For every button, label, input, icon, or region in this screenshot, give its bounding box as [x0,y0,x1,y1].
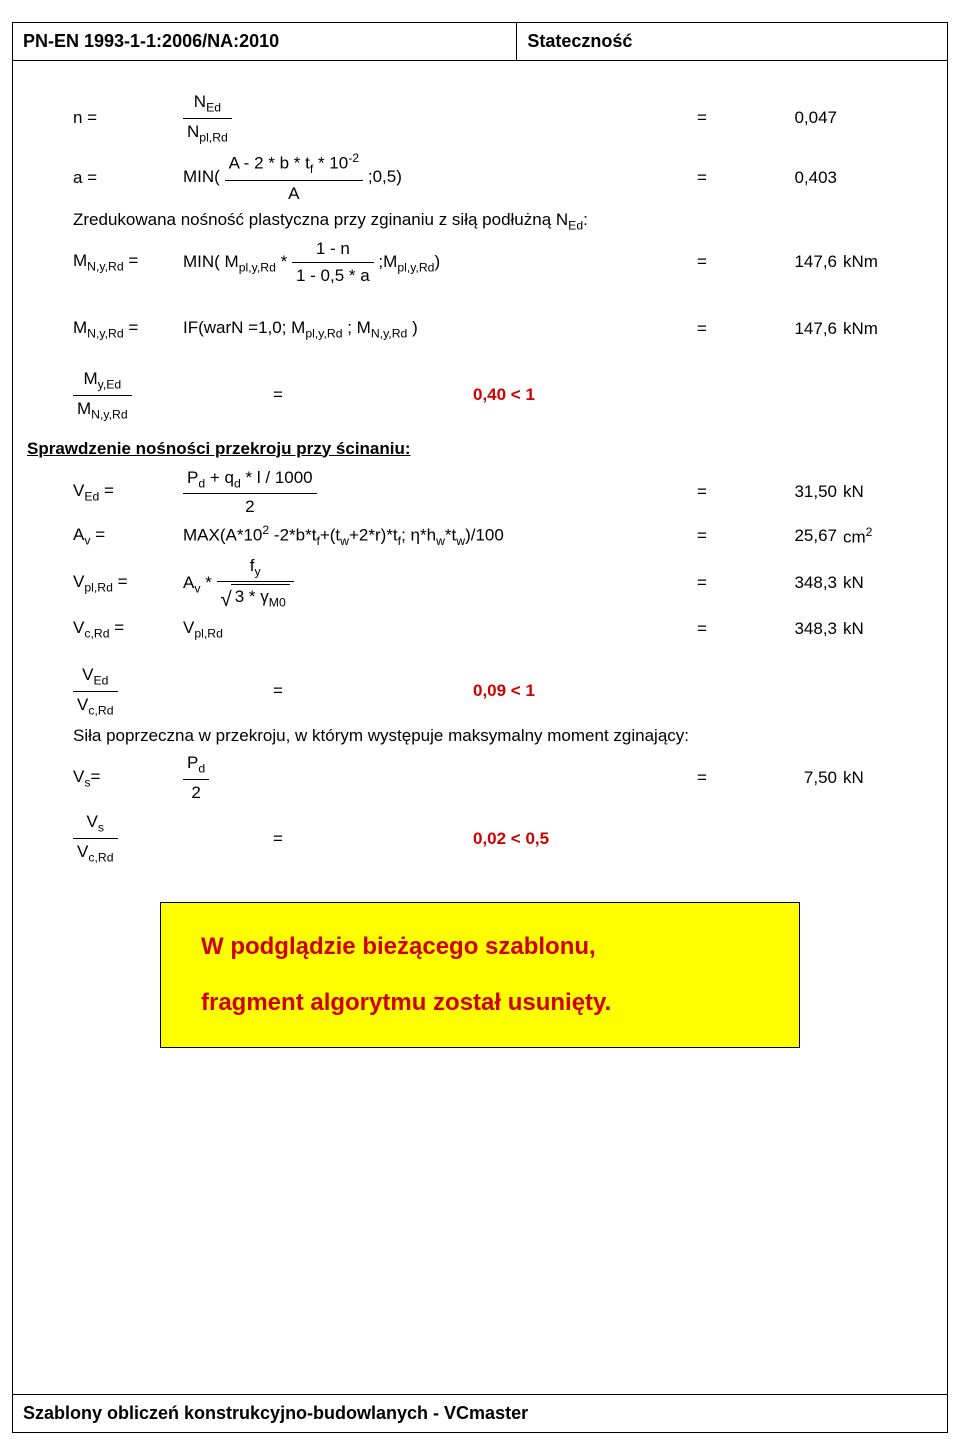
notice-box: W podglądzie bieżącego szablonu, fragmen… [160,902,800,1048]
av-unit: cm2 [837,525,887,548]
content-area: n = NEd Npl,Rd = 0,047 a = MIN( A - 2 * … [13,61,947,1058]
vpl-eq: = [687,573,717,593]
ved-lhs: VEd = [73,481,183,503]
ratio-m-frac: My,Ed MN,y,Rd [73,368,273,422]
vs-formula: Pd 2 [183,752,687,803]
n-lhs: n = [73,108,183,128]
mn1-val: 147,6 [717,252,837,272]
ratio-v2-eq: = [273,829,473,849]
ved-den: 2 [183,493,317,517]
n-num: NEd [183,91,232,118]
row-ratio-v1: VEd Vc,Rd = 0,09 < 1 [73,664,887,718]
ratio-v1-val: 0,09 < 1 [473,681,887,701]
mn1-eq: = [687,252,717,272]
a-suffix: ;0,5) [368,167,402,186]
mn2-unit: kNm [837,319,887,339]
ratio-m-val: 0,40 < 1 [473,385,887,405]
n-formula: NEd Npl,Rd [183,91,687,145]
n-den: Npl,Rd [183,118,232,146]
row-vc: Vc,Rd = Vpl,Rd = 348,3 kN [73,618,887,640]
ratio-v1-eq: = [273,681,473,701]
a-formula: MIN( A - 2 * b * tf * 10-2 A ;0,5) [183,151,687,204]
mn2-formula: IF(warN =1,0; Mpl,y,Rd ; MN,y,Rd ) [183,318,687,340]
vpl-formula: Av * fy √3 * γM0 [183,555,687,612]
row-n: n = NEd Npl,Rd = 0,047 [73,91,887,145]
row-mn2: MN,y,Rd = IF(warN =1,0; Mpl,y,Rd ; MN,y,… [73,318,887,340]
ratio-v2-val: 0,02 < 0,5 [473,829,887,849]
ved-unit: kN [837,482,887,502]
av-lhs: Av = [73,525,183,547]
ratio-v2-num: Vs [73,811,118,838]
ved-num: Pd + qd * l / 1000 [183,467,317,494]
mn2-val: 147,6 [717,319,837,339]
vc-formula: Vpl,Rd [183,618,687,640]
n-eq: = [687,108,717,128]
notice-line1: W podglądzie bieżącego szablonu, [201,933,769,961]
ratio-v2-den: Vc,Rd [73,838,118,866]
footer-text: Szablony obliczeń konstrukcyjno-budowlan… [13,1394,947,1432]
mn1-prefix: MIN( Mpl,y,Rd * [183,252,287,271]
ratio-m-num: My,Ed [73,368,132,395]
section-shear-title: Sprawdzenie nośności przekroju przy ścin… [27,439,887,459]
vs-unit: kN [837,768,887,788]
vc-unit: kN [837,619,887,639]
a-prefix: MIN( [183,167,220,186]
mn1-unit: kNm [837,252,887,272]
vpl-prefix: Av * [183,573,212,592]
row-mn1: MN,y,Rd = MIN( Mpl,y,Rd * 1 - n 1 - 0,5 … [73,238,887,286]
mn1-lhs: MN,y,Rd = [73,251,183,273]
ratio-v1-den: Vc,Rd [73,691,118,719]
vs-den: 2 [183,779,209,803]
mn2-lhs: MN,y,Rd = [73,318,183,340]
vc-val: 348,3 [717,619,837,639]
row-ratio-v2: Vs Vc,Rd = 0,02 < 0,5 [73,811,887,865]
a-num: A - 2 * b * tf * 10-2 [225,151,364,179]
vpl-num: fy [217,555,294,582]
ratio-v1-num: VEd [73,664,118,691]
av-val: 25,67 [717,526,837,546]
ratio-m-den: MN,y,Rd [73,395,132,423]
mn1-den: 1 - 0,5 * a [292,262,374,286]
vs-num: Pd [183,752,209,779]
note-shear: Siła poprzeczna w przekroju, w którym wy… [73,726,887,746]
notice-line2: fragment algorytmu został usunięty. [201,989,769,1017]
header-code: PN-EN 1993-1-1:2006/NA:2010 [13,23,517,60]
mn1-num: 1 - n [292,238,374,261]
ved-val: 31,50 [717,482,837,502]
mn2-eq: = [687,319,717,339]
ratio-v1-frac: VEd Vc,Rd [73,664,273,718]
row-vs: Vs= Pd 2 = 7,50 kN [73,752,887,803]
a-den: A [225,180,364,204]
vpl-den: √3 * γM0 [217,581,294,612]
ratio-m-eq: = [273,385,473,405]
row-vpl: Vpl,Rd = Av * fy √3 * γM0 = 348,3 kN [73,555,887,612]
a-val: 0,403 [717,168,837,188]
vc-eq: = [687,619,717,639]
ved-eq: = [687,482,717,502]
vs-val: 7,50 [717,768,837,788]
vpl-val: 348,3 [717,573,837,593]
av-formula: MAX(A*102 -2*b*tf+(tw+2*r)*tf; η*hw*tw)/… [183,523,687,548]
row-ratio-m: My,Ed MN,y,Rd = 0,40 < 1 [73,368,887,422]
row-av: Av = MAX(A*102 -2*b*tf+(tw+2*r)*tf; η*hw… [73,523,887,548]
note-reduced: Zredukowana nośność plastyczna przy zgin… [73,210,887,232]
a-eq: = [687,168,717,188]
ratio-v2-frac: Vs Vc,Rd [73,811,273,865]
vpl-lhs: Vpl,Rd = [73,572,183,594]
row-a: a = MIN( A - 2 * b * tf * 10-2 A ;0,5) =… [73,151,887,204]
ved-formula: Pd + qd * l / 1000 2 [183,467,687,518]
vs-eq: = [687,768,717,788]
header-row: PN-EN 1993-1-1:2006/NA:2010 Stateczność [13,23,947,61]
av-eq: = [687,526,717,546]
vs-lhs: Vs= [73,767,183,789]
vpl-unit: kN [837,573,887,593]
n-val: 0,047 [717,108,837,128]
mn1-suffix: ;Mpl,y,Rd) [378,252,440,271]
page-frame: PN-EN 1993-1-1:2006/NA:2010 Stateczność … [12,22,948,1433]
vc-lhs: Vc,Rd = [73,618,183,640]
row-ved: VEd = Pd + qd * l / 1000 2 = 31,50 kN [73,467,887,518]
mn1-formula: MIN( Mpl,y,Rd * 1 - n 1 - 0,5 * a ;Mpl,y… [183,238,687,286]
header-title: Stateczność [517,23,947,60]
a-lhs: a = [73,168,183,188]
